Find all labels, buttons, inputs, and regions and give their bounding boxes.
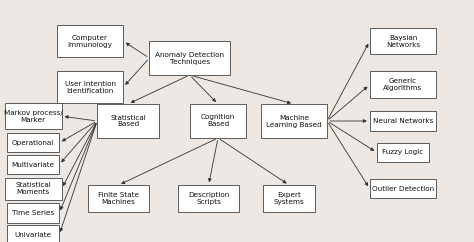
- Text: Fuzzy Logic: Fuzzy Logic: [382, 150, 424, 155]
- FancyBboxPatch shape: [7, 155, 59, 174]
- FancyBboxPatch shape: [263, 185, 315, 212]
- Text: Cognition
Based: Cognition Based: [201, 114, 235, 128]
- Text: Description
Scripts: Description Scripts: [188, 192, 229, 205]
- FancyBboxPatch shape: [5, 103, 62, 129]
- Text: Markov process/
Marker: Markov process/ Marker: [4, 110, 63, 123]
- Text: User Intention
Identification: User Intention Identification: [64, 81, 116, 94]
- Text: Machine
Learning Based: Machine Learning Based: [266, 114, 322, 128]
- Text: Expert
Systems: Expert Systems: [274, 192, 304, 205]
- FancyBboxPatch shape: [57, 71, 123, 103]
- FancyBboxPatch shape: [7, 225, 59, 242]
- Text: Univariate: Univariate: [15, 232, 52, 238]
- FancyBboxPatch shape: [57, 25, 123, 57]
- Text: Statistical
Based: Statistical Based: [110, 114, 146, 128]
- FancyBboxPatch shape: [370, 71, 436, 98]
- FancyBboxPatch shape: [370, 179, 436, 198]
- FancyBboxPatch shape: [149, 41, 230, 75]
- Text: Generic
Algorithms: Generic Algorithms: [383, 78, 422, 91]
- FancyBboxPatch shape: [261, 104, 327, 138]
- FancyBboxPatch shape: [88, 185, 149, 212]
- Text: Multivariate: Multivariate: [12, 162, 55, 167]
- Text: Computer
Immunology: Computer Immunology: [68, 35, 112, 48]
- FancyBboxPatch shape: [7, 203, 59, 223]
- FancyBboxPatch shape: [377, 143, 429, 162]
- FancyBboxPatch shape: [190, 104, 246, 138]
- Text: Finite State
Machines: Finite State Machines: [98, 192, 139, 205]
- Text: Statistical
Moments: Statistical Moments: [15, 182, 51, 195]
- FancyBboxPatch shape: [7, 133, 59, 152]
- Text: Operational: Operational: [12, 140, 55, 146]
- Text: Time Series: Time Series: [12, 210, 55, 216]
- FancyBboxPatch shape: [5, 178, 62, 200]
- FancyBboxPatch shape: [97, 104, 159, 138]
- FancyBboxPatch shape: [178, 185, 239, 212]
- FancyBboxPatch shape: [370, 111, 436, 131]
- Text: Outlier Detection: Outlier Detection: [372, 186, 434, 192]
- Text: Anomaly Detection
Techniques: Anomaly Detection Techniques: [155, 52, 224, 65]
- FancyBboxPatch shape: [370, 28, 436, 54]
- Text: Neural Networks: Neural Networks: [373, 118, 433, 124]
- Text: Baysian
Networks: Baysian Networks: [386, 35, 420, 48]
